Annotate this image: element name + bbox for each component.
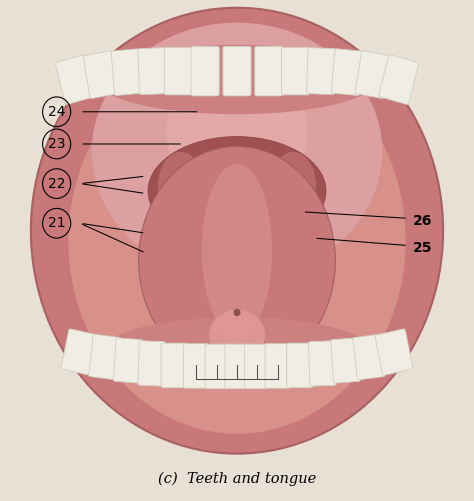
FancyBboxPatch shape: [161, 343, 187, 388]
FancyBboxPatch shape: [379, 55, 419, 104]
FancyBboxPatch shape: [245, 344, 269, 389]
FancyBboxPatch shape: [138, 341, 165, 386]
FancyBboxPatch shape: [309, 341, 336, 386]
FancyBboxPatch shape: [331, 49, 363, 96]
Ellipse shape: [270, 151, 317, 221]
Text: 21: 21: [48, 216, 65, 230]
FancyBboxPatch shape: [89, 334, 121, 380]
Text: 25: 25: [413, 241, 432, 255]
Text: (c)  Teeth and tongue: (c) Teeth and tongue: [158, 471, 316, 486]
Ellipse shape: [167, 57, 307, 206]
Ellipse shape: [234, 309, 240, 316]
FancyBboxPatch shape: [255, 47, 283, 96]
FancyBboxPatch shape: [138, 48, 167, 95]
FancyBboxPatch shape: [353, 334, 385, 380]
FancyBboxPatch shape: [287, 343, 313, 388]
FancyBboxPatch shape: [164, 48, 192, 95]
FancyBboxPatch shape: [307, 48, 336, 95]
FancyBboxPatch shape: [205, 344, 229, 389]
Text: 22: 22: [48, 177, 65, 190]
FancyBboxPatch shape: [183, 344, 209, 388]
FancyBboxPatch shape: [375, 329, 413, 375]
Ellipse shape: [148, 137, 326, 245]
Text: 23: 23: [48, 137, 65, 151]
Ellipse shape: [138, 146, 336, 374]
Ellipse shape: [157, 151, 204, 221]
FancyBboxPatch shape: [223, 47, 251, 96]
Ellipse shape: [209, 310, 265, 360]
FancyBboxPatch shape: [83, 51, 119, 99]
FancyBboxPatch shape: [191, 47, 219, 96]
FancyBboxPatch shape: [355, 51, 391, 99]
FancyBboxPatch shape: [331, 338, 361, 383]
Ellipse shape: [68, 48, 406, 434]
FancyBboxPatch shape: [282, 48, 310, 95]
Ellipse shape: [202, 164, 272, 337]
FancyBboxPatch shape: [55, 55, 95, 104]
FancyBboxPatch shape: [61, 329, 99, 375]
FancyBboxPatch shape: [113, 338, 143, 383]
Ellipse shape: [92, 23, 382, 280]
FancyBboxPatch shape: [111, 49, 143, 96]
Text: 24: 24: [48, 105, 65, 119]
Ellipse shape: [31, 8, 443, 453]
Text: 26: 26: [413, 214, 432, 228]
Ellipse shape: [101, 318, 373, 387]
FancyBboxPatch shape: [265, 344, 291, 388]
Ellipse shape: [97, 45, 377, 114]
FancyBboxPatch shape: [225, 344, 249, 389]
